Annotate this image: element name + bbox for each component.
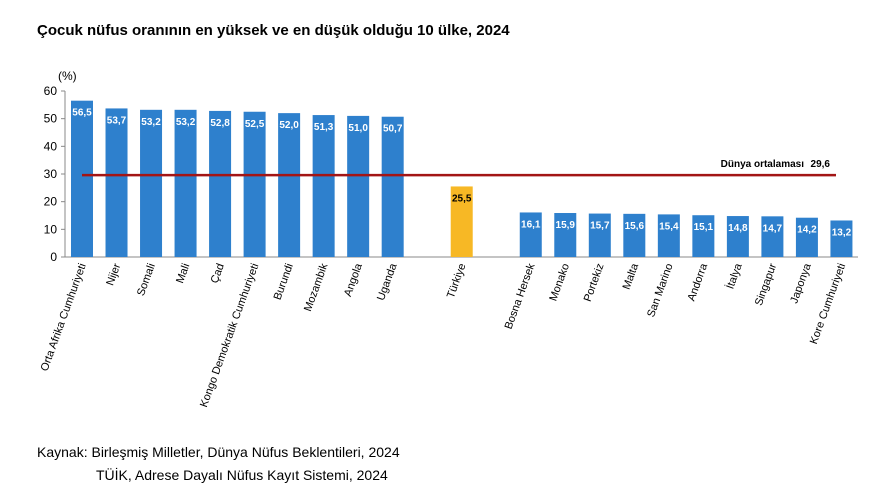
bar bbox=[71, 100, 93, 257]
source-line-2: TÜİK, Adrese Dayalı Nüfus Kayıt Sistemi,… bbox=[96, 467, 388, 483]
bar-value-label: 51,0 bbox=[348, 123, 368, 134]
bar-value-label: 56,5 bbox=[72, 108, 92, 119]
bar bbox=[209, 110, 232, 257]
y-tick-label: 20 bbox=[44, 195, 58, 209]
bar-value-label: 53,2 bbox=[141, 117, 161, 128]
category-label: Mali bbox=[174, 262, 192, 285]
bar bbox=[657, 214, 680, 257]
category-label: Singapur bbox=[753, 262, 779, 308]
category-label: Japonya bbox=[788, 261, 814, 305]
bar bbox=[312, 115, 335, 257]
bar bbox=[554, 213, 577, 257]
bar bbox=[243, 111, 266, 257]
category-label: Mozambik bbox=[302, 261, 331, 313]
bar-value-label: 15,6 bbox=[625, 221, 645, 232]
category-label: Somali bbox=[135, 262, 158, 298]
category-label: Burundi bbox=[272, 262, 296, 302]
y-tick-label: 50 bbox=[44, 112, 58, 126]
category-label: Monako bbox=[547, 262, 572, 303]
bar-value-label: 52,5 bbox=[245, 119, 265, 130]
category-label: Malta bbox=[621, 261, 642, 291]
y-axis-label: (%) bbox=[58, 69, 77, 83]
bar-value-label: 25,5 bbox=[452, 193, 472, 204]
bar bbox=[588, 213, 611, 257]
bar bbox=[519, 212, 542, 257]
bar-value-label: 14,8 bbox=[728, 223, 748, 234]
bar-value-label: 16,1 bbox=[521, 219, 541, 230]
bar bbox=[692, 215, 715, 257]
category-label: Kore Cumhuriyeti bbox=[808, 262, 848, 346]
bar-value-label: 13,2 bbox=[832, 227, 852, 238]
category-label: Kongo Demokratik Cumhuriyeti bbox=[198, 262, 261, 409]
bar-value-label: 50,7 bbox=[383, 124, 403, 135]
bar bbox=[830, 220, 853, 257]
category-label: Türkiye bbox=[445, 262, 469, 300]
bar-value-label: 15,7 bbox=[590, 221, 610, 232]
category-label: Angola bbox=[342, 261, 365, 298]
category-label: Nijer bbox=[104, 262, 123, 288]
bar bbox=[140, 109, 163, 258]
bar-value-label: 51,3 bbox=[314, 122, 334, 133]
category-label: San Marino bbox=[645, 262, 676, 319]
y-tick-label: 30 bbox=[44, 167, 58, 181]
bar bbox=[795, 217, 818, 257]
bar-value-label: 52,0 bbox=[279, 120, 299, 131]
bar bbox=[623, 213, 646, 257]
chart-title: Çocuk nüfus oranının en yüksek ve en düş… bbox=[37, 22, 510, 39]
category-label: Uganda bbox=[375, 261, 400, 302]
bar bbox=[174, 109, 197, 258]
bar bbox=[347, 115, 370, 258]
bar-chart: 0 10 20 30 40 50 60(%) 56,5 Orta Afrika Cumhuriy… bbox=[39, 69, 858, 409]
bar bbox=[761, 216, 784, 257]
category-label: Bosna Hersek bbox=[503, 261, 538, 330]
bar-value-label: 53,2 bbox=[176, 117, 196, 128]
reference-line-value: 29,6 bbox=[811, 159, 831, 170]
category-label: Portekiz bbox=[582, 262, 607, 303]
source-line-1: Kaynak: Birleşmiş Milletler, Dünya Nüfus… bbox=[37, 444, 400, 460]
category-label: İtalya bbox=[723, 261, 745, 291]
bar bbox=[381, 116, 404, 257]
y-tick-label: 10 bbox=[44, 222, 58, 236]
bar-value-label: 52,8 bbox=[210, 118, 230, 129]
reference-line-label: Dünya ortalaması bbox=[721, 159, 805, 170]
bar-value-label: 15,1 bbox=[694, 222, 714, 233]
bar-value-label: 15,4 bbox=[659, 221, 679, 232]
bar bbox=[278, 113, 301, 257]
y-tick-label: 40 bbox=[44, 139, 58, 153]
y-tick-label: 60 bbox=[44, 84, 58, 98]
bar bbox=[450, 186, 473, 257]
bar bbox=[726, 216, 749, 257]
bar-value-label: 53,7 bbox=[107, 115, 127, 126]
bar bbox=[105, 108, 128, 258]
category-label: Orta Afrika Cumhuriyeti bbox=[39, 262, 89, 373]
category-label: Andorra bbox=[686, 261, 711, 303]
y-tick-label: 0 bbox=[50, 250, 57, 264]
bar-value-label: 14,2 bbox=[797, 225, 817, 236]
bar-value-label: 15,9 bbox=[556, 220, 576, 231]
category-label: Çad bbox=[209, 262, 227, 285]
bar-value-label: 14,7 bbox=[763, 223, 783, 234]
